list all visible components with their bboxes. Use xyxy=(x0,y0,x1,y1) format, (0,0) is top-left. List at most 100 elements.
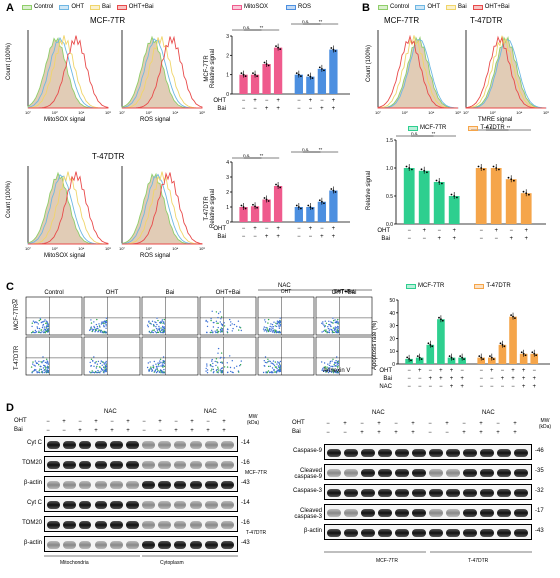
blot-left-band xyxy=(47,501,60,509)
flow-dot xyxy=(163,371,165,373)
bar-c-apop-row-label: Bai xyxy=(383,376,392,382)
bar-b-tmre-dot xyxy=(405,165,408,168)
flow-row-label-2: T-47DTR xyxy=(14,345,20,370)
flow-dot xyxy=(41,331,43,333)
flow-dot xyxy=(43,328,45,330)
dl-bai-sign: + xyxy=(110,428,114,434)
bar-b-tmre-dot xyxy=(456,196,458,199)
bar-a-mcf7-sign: − xyxy=(320,98,324,104)
flow-dot xyxy=(275,330,278,332)
flow-dot xyxy=(274,325,276,327)
flow-dot xyxy=(326,332,328,334)
blot-left-band xyxy=(94,521,108,529)
bar-c-apop-dot xyxy=(503,345,506,348)
blot-left-band xyxy=(205,461,219,469)
bar-a-mcf7-dot xyxy=(267,64,270,67)
flow-dot xyxy=(163,327,166,330)
flow-dot xyxy=(159,370,161,372)
bar-a-mcf7-dot xyxy=(242,73,245,76)
flow-plot xyxy=(257,296,315,336)
flow-dot xyxy=(275,366,277,368)
dr-oht-sign: − xyxy=(462,421,466,427)
bar-a-mcf7-sign: − xyxy=(297,98,301,104)
flow-dot xyxy=(205,367,207,370)
bar-b-tmre-dot xyxy=(411,168,413,171)
flow-dot xyxy=(279,364,281,367)
bar-a-mcf7-sign: + xyxy=(265,106,269,112)
bar-c-apop-ytick-label: 30 xyxy=(389,324,395,330)
flow-dot xyxy=(330,370,332,373)
flow-dot xyxy=(276,320,279,322)
flow-dot xyxy=(152,366,154,368)
bar-c-apop-sign: − xyxy=(532,368,536,374)
oht-label-dl: OHT xyxy=(14,418,27,424)
flow-plot xyxy=(141,296,199,336)
bar-b-tmre-dot xyxy=(426,171,428,174)
flow-dot xyxy=(229,324,232,326)
flow-dot xyxy=(40,361,42,363)
flow-dot xyxy=(266,329,268,331)
flow-dot xyxy=(33,364,35,366)
bar-a-mcf7-row-label: Bai xyxy=(217,106,226,112)
bar-a-mcf7-sign: − xyxy=(253,106,257,112)
blot-left-band xyxy=(205,541,219,549)
blot-left-mw: -14 xyxy=(241,440,250,446)
bar-c-apop-bar xyxy=(437,319,445,364)
mw-label-right: MW (kDa) xyxy=(538,418,552,430)
flow-dot xyxy=(103,362,105,364)
nac-label-dr2: NAC xyxy=(482,410,495,416)
flow-dot xyxy=(329,367,331,369)
flow-dot xyxy=(152,364,154,367)
flow-dot xyxy=(324,370,326,372)
flow-dot xyxy=(267,318,270,321)
legend-swatch xyxy=(408,125,418,131)
flow-dot xyxy=(150,367,152,370)
flow-dot xyxy=(100,323,103,325)
flow-dot xyxy=(273,321,275,323)
dl-bai-sign: + xyxy=(206,428,210,434)
sig-a1-sig-text: n.s. xyxy=(302,19,309,24)
bar-c-apop-dot xyxy=(489,355,491,357)
flow-dot xyxy=(336,326,338,329)
flow-dot xyxy=(152,323,155,326)
nac-label-dr1: NAC xyxy=(372,410,385,416)
bar-a-t47d-sign: + xyxy=(332,226,336,232)
flow-dot xyxy=(155,328,158,330)
blot-left-band xyxy=(205,481,219,489)
flow-dot xyxy=(98,325,101,327)
blot-left-band xyxy=(110,461,124,469)
flow-dot xyxy=(45,362,48,364)
bar-c-apop-sign: + xyxy=(511,376,515,382)
bar-a-t47d-dot xyxy=(297,206,300,208)
flow-dot xyxy=(147,362,149,364)
blot-right-mw: -32 xyxy=(535,488,544,494)
hist-ros-mcf7-tick: 10⁴ xyxy=(172,110,178,115)
flow-dot xyxy=(162,321,165,323)
legend-item: OHT xyxy=(415,4,440,10)
flow-dot xyxy=(161,371,163,373)
blot-right-row-label: Caspase-3 xyxy=(292,488,322,494)
bar-a-mcf7-dot xyxy=(320,67,323,70)
blot-left-band xyxy=(62,481,76,489)
flow-dot xyxy=(223,357,225,359)
flow-dot xyxy=(34,365,36,367)
flow-dot xyxy=(333,371,335,373)
hist-tmre-mcf7-tick: 10° xyxy=(375,110,381,115)
flow-dot xyxy=(231,323,233,325)
blot-left-band xyxy=(205,501,219,509)
blot-right-blot-row xyxy=(324,524,532,540)
flow-dot xyxy=(160,365,162,367)
bar-c-apop-sign: + xyxy=(522,368,526,374)
hist-tmre-t47d-tick: 10⁴ xyxy=(516,110,522,115)
dr-oht-sign: − xyxy=(326,421,330,427)
flow-dot xyxy=(43,320,45,322)
dr-bai-sign: + xyxy=(513,430,517,436)
flow-dot xyxy=(162,356,165,358)
blot-right-band xyxy=(395,529,409,537)
flow-dot xyxy=(272,360,275,362)
bar-a-mcf7-sign: − xyxy=(242,106,246,112)
bar-c-apop-dot xyxy=(514,317,516,320)
flow-dot xyxy=(230,370,232,373)
blot-left-band xyxy=(62,501,76,509)
flow-col-title: OHT+Bai xyxy=(216,290,241,296)
